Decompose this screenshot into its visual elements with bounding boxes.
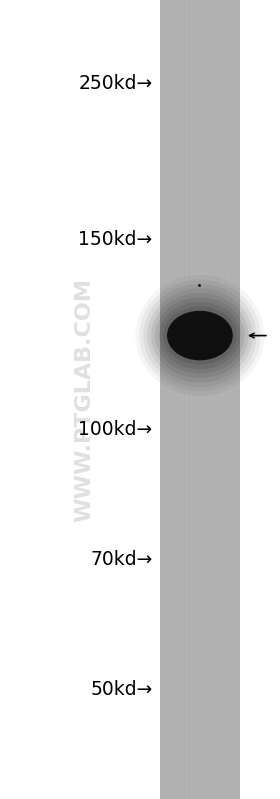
- Ellipse shape: [167, 311, 233, 360]
- Text: WWW.PTGLAB.COM: WWW.PTGLAB.COM: [74, 277, 94, 522]
- Bar: [160, 0, 240, 799]
- Ellipse shape: [163, 306, 237, 365]
- Ellipse shape: [143, 284, 256, 387]
- Text: 70kd→: 70kd→: [90, 550, 153, 569]
- Text: 150kd→: 150kd→: [78, 230, 153, 249]
- Ellipse shape: [155, 297, 245, 374]
- Text: 250kd→: 250kd→: [78, 74, 153, 93]
- Text: 50kd→: 50kd→: [90, 680, 153, 699]
- Ellipse shape: [159, 302, 241, 369]
- Ellipse shape: [147, 288, 253, 383]
- Text: 100kd→: 100kd→: [78, 420, 153, 439]
- Ellipse shape: [151, 293, 249, 378]
